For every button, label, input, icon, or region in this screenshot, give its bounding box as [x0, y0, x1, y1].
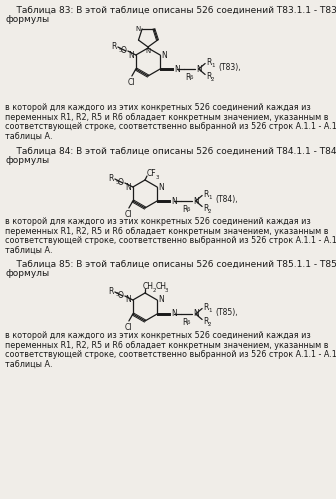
Text: 2: 2 — [211, 77, 215, 82]
Text: N: N — [162, 50, 167, 59]
Text: R: R — [112, 41, 117, 50]
Text: R: R — [203, 302, 209, 311]
Text: формулы: формулы — [5, 269, 49, 278]
Text: Таблица 83: В этой таблице описаны 526 соединений Т83.1.1 - Т83.1.526: Таблица 83: В этой таблице описаны 526 с… — [5, 6, 336, 15]
Text: Cl: Cl — [124, 322, 132, 331]
Text: 6: 6 — [190, 75, 194, 80]
Text: таблицы А.: таблицы А. — [5, 246, 52, 254]
Text: Таблица 85: В этой таблице описаны 526 соединений Т85.1.1 - Т85.1.526: Таблица 85: В этой таблице описаны 526 с… — [5, 260, 336, 269]
Text: 1: 1 — [208, 308, 212, 313]
Text: R: R — [203, 190, 209, 199]
Text: 5: 5 — [116, 180, 119, 185]
Text: 3: 3 — [165, 288, 168, 293]
Text: (T83),: (T83), — [218, 62, 241, 71]
Text: (T84),: (T84), — [215, 195, 238, 204]
Text: N: N — [171, 197, 177, 206]
Text: O: O — [121, 45, 126, 54]
Text: N: N — [129, 50, 134, 59]
Text: R: R — [109, 174, 114, 183]
Text: N: N — [193, 309, 199, 318]
Text: 5: 5 — [116, 292, 119, 297]
Text: R: R — [203, 204, 209, 213]
Text: R: R — [203, 316, 209, 325]
Text: формулы: формулы — [5, 156, 49, 165]
Text: 5: 5 — [119, 47, 122, 52]
Text: Cl: Cl — [124, 210, 132, 219]
Text: в которой для каждого из этих конкретных 526 соединений каждая из: в которой для каждого из этих конкретных… — [5, 217, 311, 226]
Text: соответствующей строке, соответственно выбранной из 526 строк A.1.1 - A.1.526: соответствующей строке, соответственно в… — [5, 122, 336, 131]
Text: 1: 1 — [211, 63, 215, 68]
Text: R: R — [182, 205, 187, 214]
Text: (T85),: (T85), — [215, 307, 238, 316]
Text: переменных R1, R2, R5 и R6 обладает конкретным значением, указанным в: переменных R1, R2, R5 и R6 обладает конк… — [5, 112, 329, 121]
Text: N: N — [126, 183, 131, 192]
Text: 1: 1 — [208, 195, 212, 200]
Text: R: R — [182, 318, 187, 327]
Text: N: N — [174, 64, 180, 73]
Text: N: N — [159, 295, 164, 304]
Text: O: O — [118, 290, 123, 299]
Text: Cl: Cl — [127, 77, 135, 86]
Text: 2: 2 — [153, 288, 157, 293]
Text: N: N — [159, 183, 164, 192]
Text: CH: CH — [156, 282, 167, 291]
Text: переменных R1, R2, R5 и R6 обладает конкретным значением, указанным в: переменных R1, R2, R5 и R6 обладает конк… — [5, 340, 329, 349]
Text: 6: 6 — [187, 207, 191, 212]
Text: CF: CF — [147, 169, 157, 178]
Text: R: R — [109, 286, 114, 295]
Text: таблицы А.: таблицы А. — [5, 132, 52, 141]
Text: N: N — [126, 295, 131, 304]
Text: O: O — [118, 178, 123, 187]
Text: N: N — [145, 47, 151, 53]
Text: формулы: формулы — [5, 15, 49, 24]
Text: R: R — [206, 57, 211, 66]
Text: 2: 2 — [208, 209, 212, 214]
Text: соответствующей строке, соответственно выбранной из 526 строк A.1.1 - A.1.526: соответствующей строке, соответственно в… — [5, 236, 336, 245]
Text: Таблица 84: В этой таблице описаны 526 соединений Т84.1.1 - Т84.1.526: Таблица 84: В этой таблице описаны 526 с… — [5, 147, 336, 156]
Text: N: N — [136, 26, 141, 32]
Text: 6: 6 — [187, 320, 191, 325]
Text: в которой для каждого из этих конкретных 526 соединений каждая из: в которой для каждого из этих конкретных… — [5, 103, 311, 112]
Text: таблицы А.: таблицы А. — [5, 359, 52, 368]
Text: N: N — [171, 309, 177, 318]
Text: R: R — [185, 73, 191, 82]
Text: R: R — [206, 71, 211, 80]
Text: соответствующей строке, соответственно выбранной из 526 строк A.1.1 - A.1.526: соответствующей строке, соответственно в… — [5, 350, 336, 359]
Text: в которой для каждого из этих конкретных 526 соединений каждая из: в которой для каждого из этих конкретных… — [5, 331, 311, 340]
Text: 2: 2 — [208, 322, 212, 327]
Text: переменных R1, R2, R5 и R6 обладает конкретным значением, указанным в: переменных R1, R2, R5 и R6 обладает конк… — [5, 227, 329, 236]
Text: 3: 3 — [156, 175, 160, 180]
Text: N: N — [196, 64, 202, 73]
Text: CH: CH — [143, 282, 154, 291]
Text: N: N — [193, 197, 199, 206]
